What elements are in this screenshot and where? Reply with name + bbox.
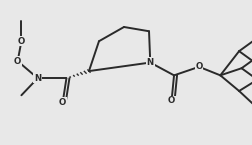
Text: O: O xyxy=(18,37,25,46)
Text: O: O xyxy=(195,62,202,71)
Text: N: N xyxy=(146,58,153,67)
Text: O: O xyxy=(167,96,174,105)
Text: O: O xyxy=(14,57,21,66)
Text: N: N xyxy=(34,74,41,83)
Text: O: O xyxy=(59,98,66,107)
